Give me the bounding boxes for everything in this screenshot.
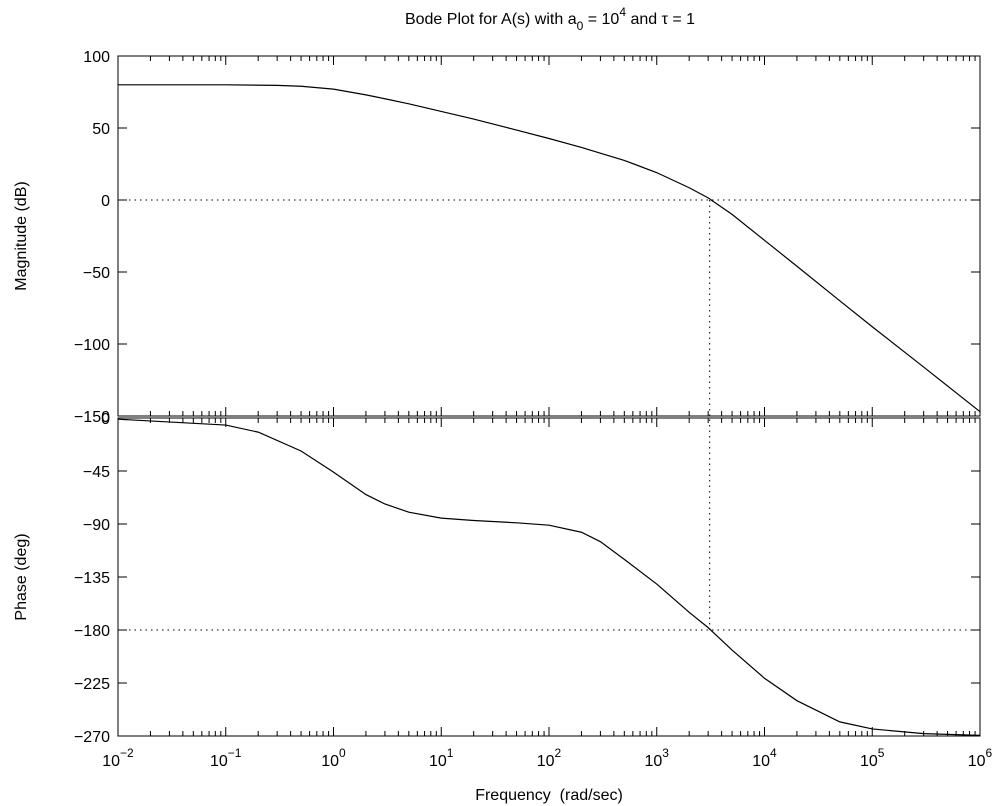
magnitude-panel: 100 50 0 −50 −100 −150 [74, 49, 981, 426]
x-tick-label: 101 [429, 746, 454, 770]
x-tick-label: 10−1 [210, 746, 242, 770]
magnitude-axes-box [117, 55, 981, 417]
magnitude-y-tick-label: 50 [92, 121, 110, 138]
magnitude-y-tick-label: −100 [74, 337, 110, 354]
magnitude-curve [118, 84, 981, 413]
phase-y-tick-label: −90 [83, 517, 110, 534]
phase-y-tick-label: −135 [74, 570, 110, 587]
x-tick-label: 10−2 [102, 746, 134, 770]
phase-y-tick-label: −180 [74, 623, 110, 640]
x-tick-label: 100 [321, 746, 346, 770]
phase-curve [117, 418, 981, 737]
magnitude-y-tick-label: −150 [74, 409, 110, 426]
plot-title: Bode Plot for A(s) with a0 = 104 and τ =… [405, 5, 695, 33]
frequency-x-axis-label: Frequency (rad/sec) [475, 787, 623, 804]
x-tick-label: 104 [752, 746, 777, 770]
x-tick-label: 106 [968, 746, 993, 770]
phase-y-tick-label: 0 [101, 411, 110, 428]
magnitude-y-tick-label: −50 [83, 265, 110, 282]
phase-y-tick-label: −45 [83, 464, 110, 481]
phase-y-axis-label: Phase (deg) [13, 533, 30, 620]
phase-y-tick-label: −225 [74, 676, 110, 693]
phase-y-tick-label: −270 [74, 729, 110, 746]
magnitude-y-axis-label: Magnitude (dB) [13, 181, 30, 290]
phase-axes-box [117, 417, 981, 737]
x-tick-label: 102 [537, 746, 562, 770]
magnitude-y-tick-label: 100 [83, 49, 110, 66]
x-tick-label: 103 [645, 746, 670, 770]
magnitude-y-tick-label: 0 [101, 193, 110, 210]
x-tick-label: 105 [860, 746, 885, 770]
